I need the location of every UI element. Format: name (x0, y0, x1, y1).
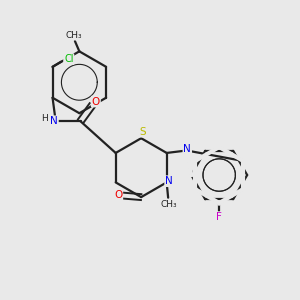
Text: N: N (165, 176, 173, 186)
Text: CH₃: CH₃ (160, 200, 177, 209)
Text: O: O (114, 190, 122, 200)
Text: H: H (41, 114, 48, 123)
Text: Cl: Cl (64, 54, 74, 64)
Text: CH₃: CH₃ (65, 31, 82, 40)
Text: O: O (92, 97, 100, 106)
Text: N: N (50, 116, 58, 126)
Text: N: N (183, 144, 191, 154)
Text: F: F (216, 212, 222, 222)
Text: S: S (139, 127, 146, 137)
